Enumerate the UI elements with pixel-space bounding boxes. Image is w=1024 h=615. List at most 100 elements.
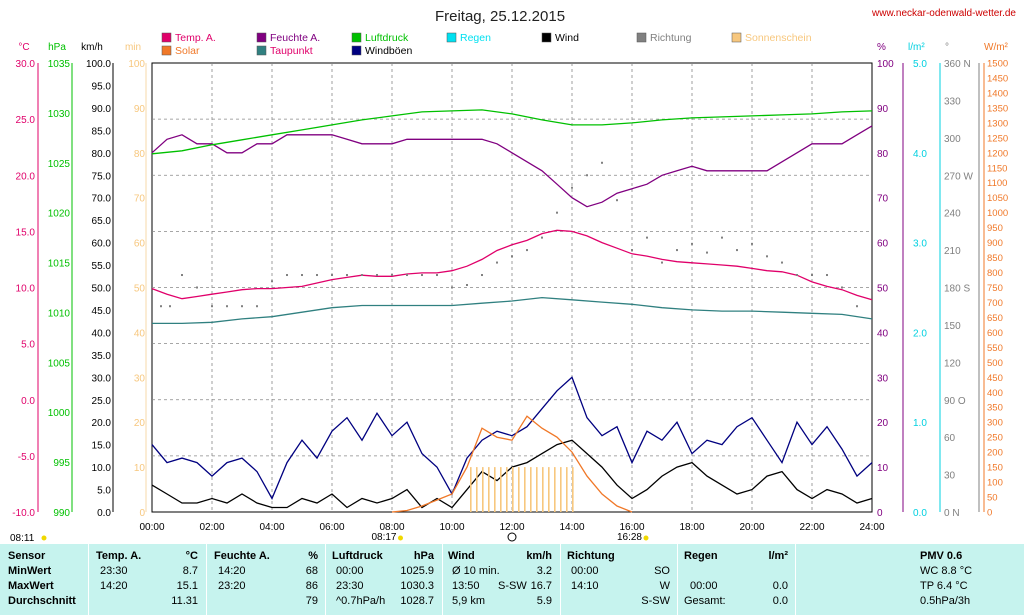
rain-axis-tick: 1.0 xyxy=(913,418,927,429)
direction-point xyxy=(331,274,333,277)
direction-point xyxy=(691,242,693,245)
chart-title: Freitag, 25.12.2015 xyxy=(435,8,565,25)
humidity-min-value: 68 xyxy=(305,565,318,577)
header-wind-unit: km/h xyxy=(526,550,552,562)
direction-point xyxy=(646,236,648,239)
rain-total-label: Gesamt: xyxy=(684,595,726,607)
legend-label: Windböen xyxy=(365,45,412,57)
direction-avg-value: S-SW xyxy=(641,595,670,607)
wind-avg10-value: 3.2 xyxy=(536,565,552,577)
solar-axis-unit: W/m² xyxy=(984,42,1009,53)
wind-axis-tick: 60.0 xyxy=(92,239,112,250)
solar-axis-tick: 1300 xyxy=(987,118,1008,129)
solar-axis-tick: 900 xyxy=(987,238,1003,249)
pressure-max-value: 1030.3 xyxy=(400,580,434,592)
temp-axis-tick: 30.0 xyxy=(16,59,36,70)
solar-axis-tick: 1400 xyxy=(987,88,1008,99)
row-label-max: MaxWert xyxy=(8,580,54,592)
sun-axis-tick: 60 xyxy=(134,239,146,250)
wind-axis-tick: 20.0 xyxy=(92,418,112,429)
wind-axis-tick: 5.0 xyxy=(97,486,111,497)
legend-label: Regen xyxy=(460,32,491,44)
pressure-axis-tick: 990 xyxy=(53,508,70,519)
legend-label: Wind xyxy=(555,32,579,44)
temp-avg-value: 11.31 xyxy=(171,595,198,607)
pressure-axis-tick: 1030 xyxy=(48,109,71,120)
wind-distance: 5,9 km xyxy=(452,595,486,607)
weather-chart: Freitag, 25.12.2015 www.neckar-odenwald-… xyxy=(10,8,1016,544)
legend-label: Solar xyxy=(175,45,200,57)
header-direction: Richtung xyxy=(567,550,615,562)
direction-axis-tick: 360 N xyxy=(944,59,971,70)
temp-axis-tick: 20.0 xyxy=(16,171,36,182)
solar-axis-tick: 500 xyxy=(987,358,1003,369)
direction-point xyxy=(631,249,633,252)
solar-axis-tick: 450 xyxy=(987,373,1003,384)
direction-axis-tick: 30 xyxy=(944,471,956,482)
direction-point xyxy=(601,161,603,164)
direction-point xyxy=(661,261,663,264)
x-axis-tick: 04:00 xyxy=(259,522,284,533)
direction-point xyxy=(796,274,798,277)
sunrise-left-marker xyxy=(41,535,47,541)
direction-axis-tick: 60 xyxy=(944,433,956,444)
direction-point xyxy=(811,274,813,277)
sun-axis-unit: min xyxy=(125,42,141,53)
pressure-axis-tick: 1035 xyxy=(48,59,71,70)
sunshine-bar xyxy=(560,467,562,512)
x-axis-tick: 10:00 xyxy=(439,522,464,533)
pressure-axis-tick: 1015 xyxy=(48,259,71,270)
sun-axis-tick: 50 xyxy=(134,284,146,295)
direction-axis-tick: 150 xyxy=(944,321,961,332)
wind-axis-tick: 25.0 xyxy=(92,396,112,407)
x-axis-tick: 16:00 xyxy=(619,522,644,533)
x-axis-tick: 12:00 xyxy=(499,522,524,533)
site-url: www.neckar-odenwald-wetter.de xyxy=(871,8,1016,19)
direction-point xyxy=(706,251,708,254)
wind-max-time: 13:50 xyxy=(452,580,480,592)
pressure-axis-tick: 1000 xyxy=(48,408,71,419)
direction-point xyxy=(421,274,423,277)
solar-axis-tick: 300 xyxy=(987,418,1003,429)
noon-marker xyxy=(507,532,517,542)
direction-point xyxy=(346,274,348,277)
sunshine-bar xyxy=(542,467,544,512)
solar-axis-tick: 1500 xyxy=(987,59,1008,70)
solar-axis-tick: 150 xyxy=(987,463,1003,474)
direction-point xyxy=(436,274,438,277)
solar-axis-tick: 850 xyxy=(987,253,1003,264)
wind-avg-value: 5.9 xyxy=(536,595,552,607)
sunshine-bar xyxy=(566,467,568,512)
solar-axis-tick: 700 xyxy=(987,298,1003,309)
wind-axis-tick: 0.0 xyxy=(97,508,111,519)
wind-axis-tick: 15.0 xyxy=(92,441,112,452)
solar-axis-tick: 600 xyxy=(987,328,1003,339)
direction-point xyxy=(721,236,723,239)
rain-axis-tick: 5.0 xyxy=(913,59,927,70)
sunshine-bar xyxy=(476,467,478,512)
row-label-avg: Durchschnitt xyxy=(8,595,76,607)
direction-max-value: W xyxy=(659,580,670,592)
wind-axis-tick: 40.0 xyxy=(92,328,112,339)
wind-axis-tick: 80.0 xyxy=(92,149,112,160)
series-line-feuchte-a- xyxy=(151,125,873,208)
legend-swatch xyxy=(161,45,172,56)
legend-label: Richtung xyxy=(650,32,692,44)
wind-axis-tick: 10.0 xyxy=(92,463,112,474)
solar-axis-tick: 950 xyxy=(987,223,1003,234)
direction-point xyxy=(541,236,543,239)
wind-axis-tick: 30.0 xyxy=(92,373,112,384)
direction-point xyxy=(526,249,528,252)
temp-axis-tick: 10.0 xyxy=(16,284,36,295)
sun-axis-tick: 0 xyxy=(139,508,145,519)
pressure-axis-tick: 995 xyxy=(53,458,70,469)
solar-axis-tick: 50 xyxy=(987,493,998,504)
legend-swatch xyxy=(731,32,742,43)
sunshine-bar xyxy=(488,467,490,512)
direction-point xyxy=(676,249,678,252)
solar-axis-tick: 1150 xyxy=(987,163,1007,174)
legend-label: Temp. A. xyxy=(175,32,216,44)
direction-point xyxy=(196,286,198,289)
series-line-taupunkt xyxy=(152,296,873,325)
direction-point xyxy=(466,284,468,287)
